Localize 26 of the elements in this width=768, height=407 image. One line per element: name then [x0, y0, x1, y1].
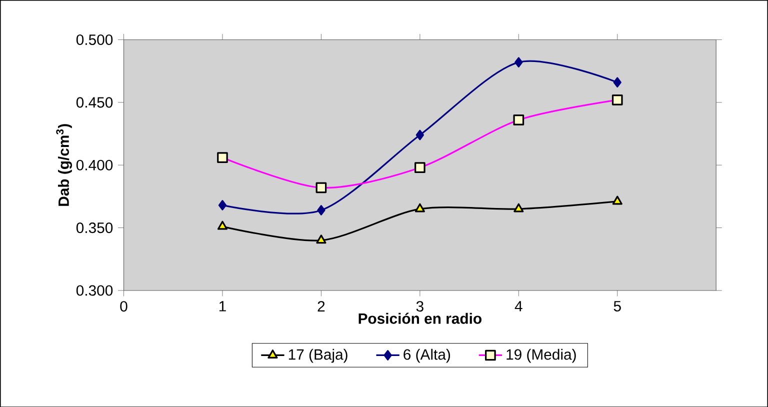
legend-label: 19 (Media): [506, 348, 576, 362]
y-tick-label: 0.450: [76, 96, 113, 108]
point: [514, 56, 523, 68]
point: [414, 203, 425, 212]
y-axis-title: Dab (g/cm$^{3}$): [56, 124, 72, 206]
point: [217, 220, 228, 230]
y-tick-label: 0.400: [76, 160, 113, 170]
legend-label: 6 (Alta): [404, 348, 450, 362]
y-tick-label: 0.500: [76, 34, 113, 45]
x-tick-label: 4: [514, 300, 522, 312]
x-tick-label: 3: [416, 300, 424, 312]
point: [317, 204, 326, 216]
point: [612, 196, 622, 204]
y-tick-label: 0.300: [76, 285, 113, 296]
x-tick-label: 5: [614, 300, 621, 312]
point: [218, 200, 227, 210]
point: [316, 234, 326, 244]
point: [613, 76, 622, 88]
point: [514, 203, 524, 212]
y-tick-label: 0.350: [76, 222, 113, 233]
legend-label: 17 (Baja): [288, 348, 348, 362]
x-tick-label: 1: [219, 300, 226, 312]
x-tick-label: 2: [318, 300, 325, 312]
point: [416, 130, 424, 140]
x-axis-title: Posición en radio: [358, 312, 482, 324]
x-tick-label: 0: [120, 300, 128, 312]
